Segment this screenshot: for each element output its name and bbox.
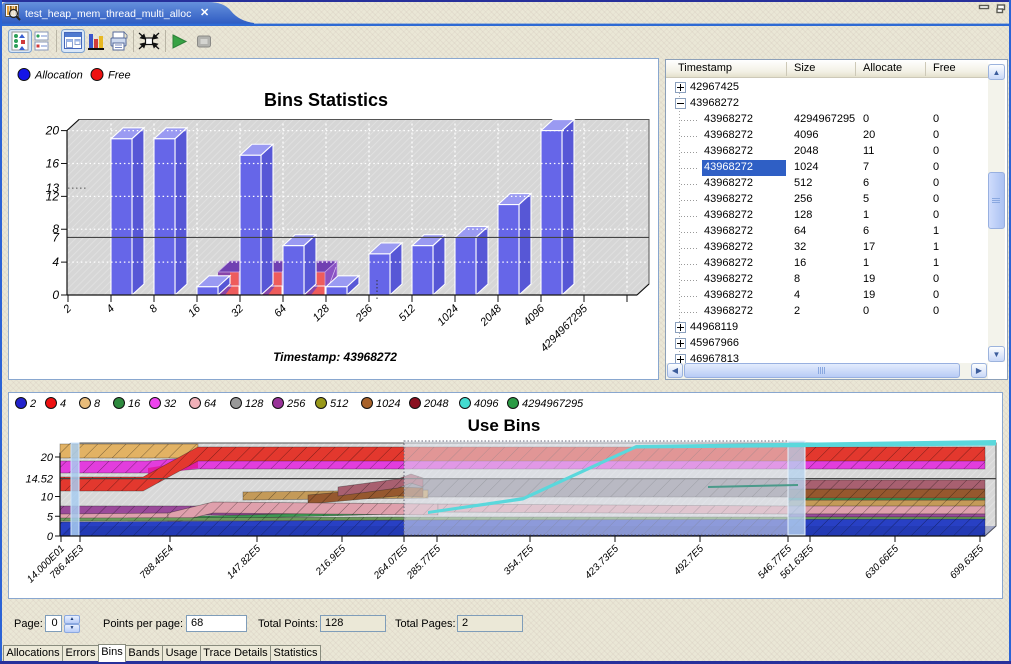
svg-text:16: 16 bbox=[46, 156, 60, 170]
svg-text:32: 32 bbox=[164, 398, 176, 410]
svg-text:8: 8 bbox=[94, 398, 101, 410]
svg-text:Allocation: Allocation bbox=[34, 70, 83, 82]
svg-text:5: 5 bbox=[47, 511, 54, 523]
svg-text:14.52: 14.52 bbox=[25, 474, 53, 486]
svg-text:10: 10 bbox=[41, 492, 54, 504]
svg-text:0: 0 bbox=[47, 531, 54, 543]
svg-text:4: 4 bbox=[52, 255, 59, 269]
svg-text:Use Bins: Use Bins bbox=[468, 416, 541, 435]
svg-text:13: 13 bbox=[46, 181, 60, 195]
svg-text:512: 512 bbox=[330, 398, 348, 410]
svg-text:4096: 4096 bbox=[474, 398, 499, 410]
svg-text:1024: 1024 bbox=[376, 398, 400, 410]
svg-text:0: 0 bbox=[52, 288, 59, 302]
svg-text:4: 4 bbox=[60, 398, 66, 410]
svg-text:256: 256 bbox=[286, 398, 306, 410]
svg-text:Timestamp: 43968272: Timestamp: 43968272 bbox=[273, 350, 397, 364]
svg-text:8: 8 bbox=[52, 222, 59, 236]
svg-text:Bins Statistics: Bins Statistics bbox=[264, 90, 388, 110]
svg-text:20: 20 bbox=[40, 452, 54, 464]
svg-text:4294967295: 4294967295 bbox=[522, 398, 584, 410]
svg-text:64: 64 bbox=[204, 398, 216, 410]
svg-text:2: 2 bbox=[29, 398, 36, 410]
svg-text:12: 12 bbox=[46, 189, 60, 203]
svg-text:2048: 2048 bbox=[423, 398, 449, 410]
svg-text:20: 20 bbox=[45, 124, 60, 138]
svg-text:128: 128 bbox=[245, 398, 264, 410]
svg-text:16: 16 bbox=[128, 398, 141, 410]
svg-text:7: 7 bbox=[52, 230, 60, 244]
svg-text:Free: Free bbox=[108, 70, 131, 82]
